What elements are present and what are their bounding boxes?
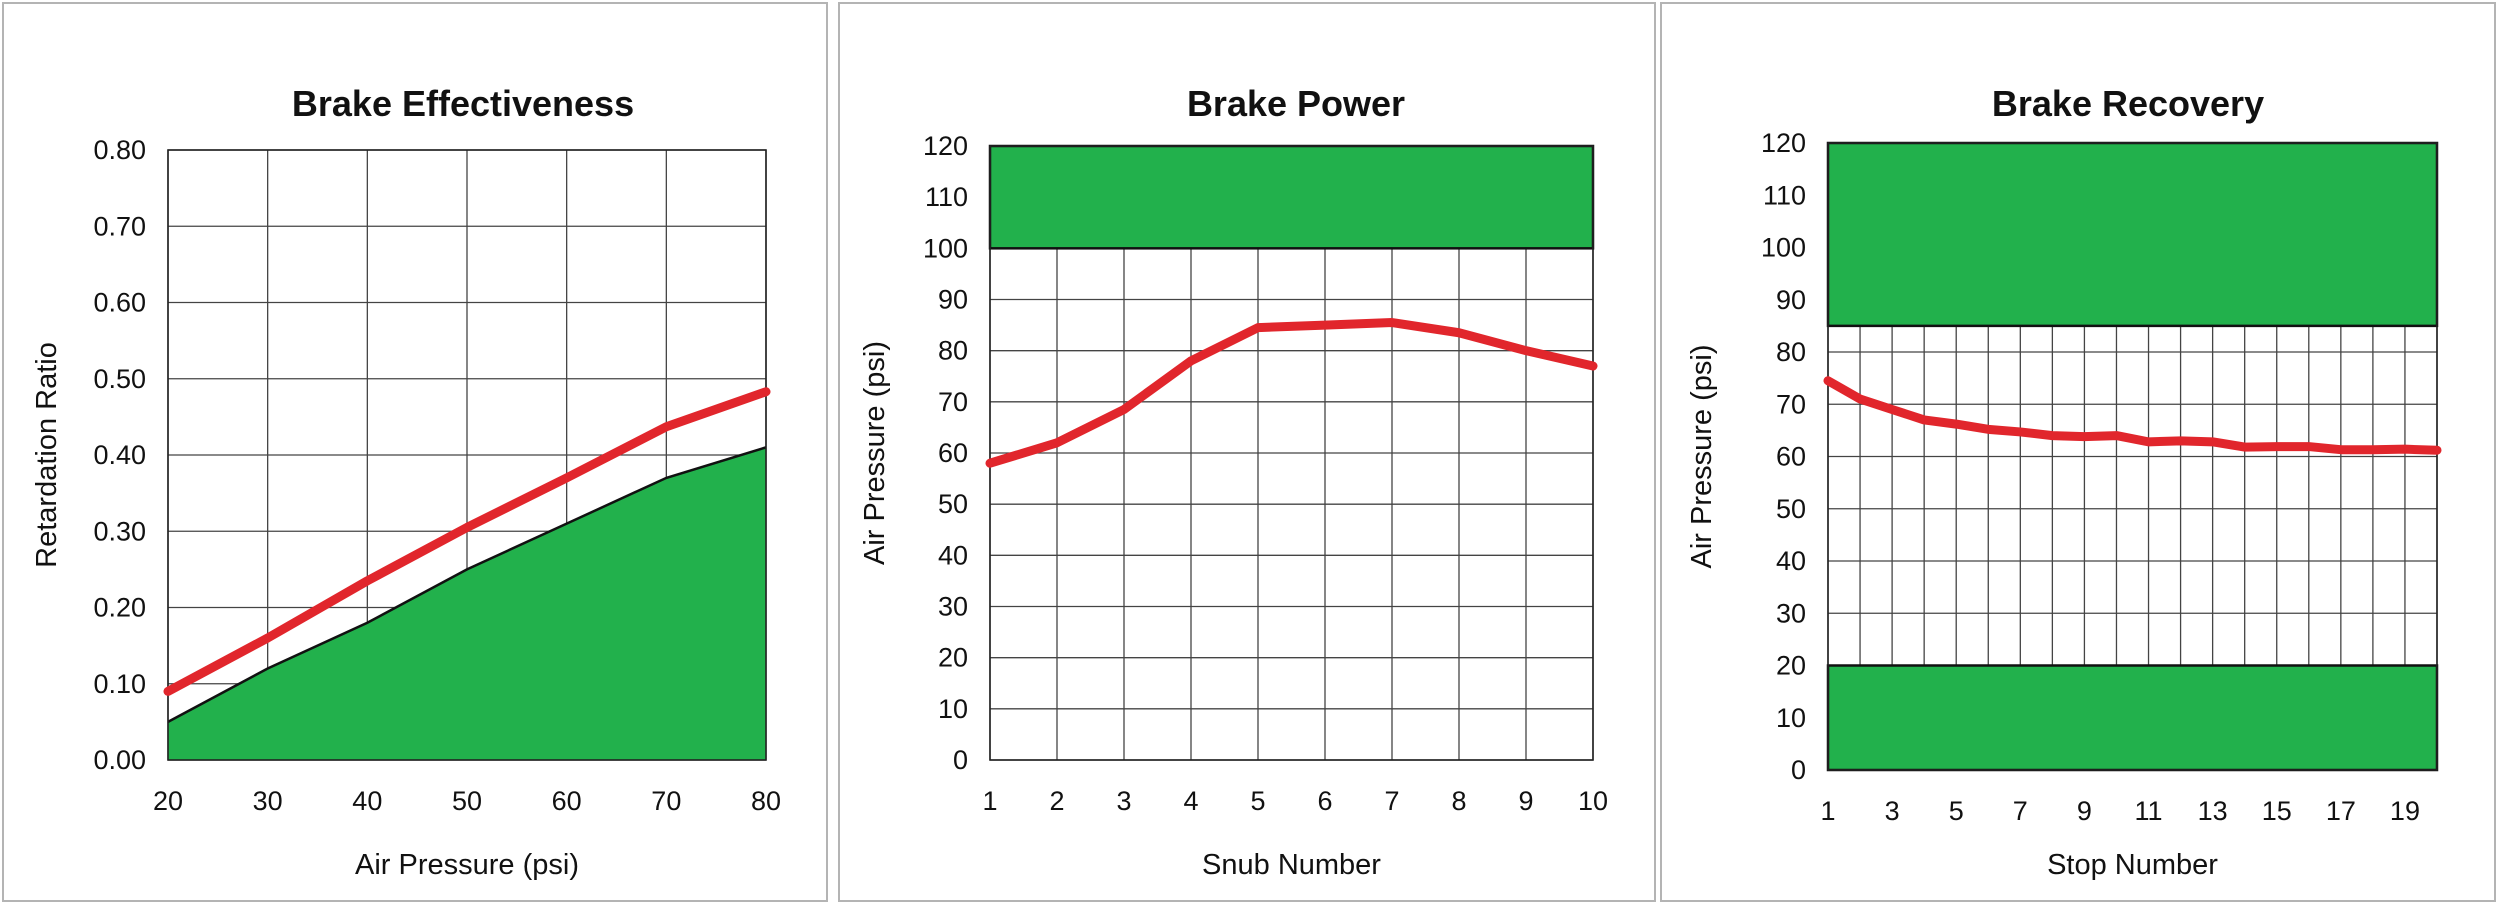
y-tick-label: 30 [938, 592, 968, 622]
y-tick-label: 100 [1761, 233, 1806, 263]
y-axis-label: Retardation Ratio [31, 342, 63, 568]
data-line [985, 318, 1598, 468]
x-tick-label: 5 [1949, 796, 1964, 826]
y-tick-label: 0.40 [93, 440, 146, 470]
y-tick-label: 0.30 [93, 516, 146, 546]
y-tick-label: 0.70 [93, 211, 146, 241]
chart-title: Brake Power [1187, 83, 1405, 124]
y-tick-label: 50 [1776, 494, 1806, 524]
x-tick-label: 40 [352, 786, 382, 816]
plot-frame [1827, 142, 2438, 771]
y-tick-label: 80 [938, 336, 968, 366]
y-tick-label: 20 [938, 643, 968, 673]
x-tick-label: 19 [2390, 796, 2420, 826]
y-tick-label: 90 [1776, 285, 1806, 315]
x-tick-label: 9 [1518, 786, 1533, 816]
brake-power-chart: 0 10 20 30 40 50 60 70 80 90 100 110 120 1 2 3 4 5 6 7 8 9 10 B… [859, 83, 1608, 881]
x-tick-label: 3 [1885, 796, 1900, 826]
x-tick-label: 9 [2077, 796, 2092, 826]
data-line [163, 387, 771, 696]
y-tick-label: 0.10 [93, 669, 146, 699]
y-tick-label: 0.80 [93, 135, 146, 165]
area-series [168, 447, 766, 760]
plot-frame [989, 145, 1594, 761]
y-tick-label: 110 [1763, 180, 1806, 210]
x-tick-label: 8 [1451, 786, 1466, 816]
y-axis-label: Air Pressure (psi) [859, 341, 891, 565]
x-tick-label: 1 [982, 786, 997, 816]
x-tick-label: 1 [1820, 796, 1835, 826]
data-line [1823, 376, 2442, 455]
y-tick-label: 0.20 [93, 593, 146, 623]
x-tick-label: 13 [2198, 796, 2228, 826]
x-tick-label: 6 [1317, 786, 1332, 816]
y-tick-label: 80 [1776, 337, 1806, 367]
acceptance-band [1826, 664, 2439, 772]
y-tick-label: 90 [938, 285, 968, 315]
plot-frame [167, 149, 767, 761]
x-tick-label: 17 [2326, 796, 2356, 826]
y-tick-label: 40 [1776, 546, 1806, 576]
x-tick-label: 60 [552, 786, 582, 816]
x-tick-label: 15 [2262, 796, 2292, 826]
x-axis-label: Air Pressure (psi) [355, 849, 579, 881]
area-series-edge [167, 446, 767, 723]
chart-title: Brake Recovery [1992, 83, 2264, 124]
y-tick-label: 70 [1776, 389, 1806, 419]
y-tick-label: 70 [938, 387, 968, 417]
acceptance-band [988, 144, 1595, 250]
x-axis-label: Snub Number [1202, 849, 1381, 881]
x-axis-label: Stop Number [2047, 849, 2218, 881]
y-tick-label: 0.60 [93, 288, 146, 318]
x-tick-label: 70 [651, 786, 681, 816]
y-tick-label: 20 [1776, 651, 1806, 681]
x-tick-label: 11 [2135, 796, 2163, 826]
y-tick-label: 120 [1761, 128, 1806, 158]
x-tick-label: 7 [2013, 796, 2028, 826]
y-tick-label: 0.50 [93, 364, 146, 394]
y-tick-label: 30 [1776, 598, 1806, 628]
y-tick-label: 40 [938, 540, 968, 570]
y-tick-label: 100 [923, 233, 968, 263]
y-tick-label: 60 [938, 438, 968, 468]
x-tick-label: 20 [153, 786, 183, 816]
x-tick-label: 10 [1578, 786, 1608, 816]
x-tick-label: 5 [1250, 786, 1265, 816]
y-tick-label: 50 [938, 489, 968, 519]
x-tick-label: 4 [1183, 786, 1198, 816]
x-tick-label: 2 [1049, 786, 1064, 816]
x-tick-label: 50 [452, 786, 482, 816]
y-tick-label: 10 [938, 694, 968, 724]
y-tick-label: 60 [1776, 442, 1806, 472]
acceptance-band [1826, 141, 2439, 328]
y-axis-label: Air Pressure (psi) [1686, 345, 1718, 569]
x-tick-label: 7 [1384, 786, 1399, 816]
x-tick-label: 3 [1116, 786, 1131, 816]
y-tick-label: 110 [925, 182, 968, 212]
brake-effectiveness-chart: 0.00 0.10 0.20 0.30 0.40 0.50 0.60 0.70 0.80 20 30… [31, 83, 781, 881]
y-tick-label: 10 [1776, 703, 1806, 733]
x-tick-label: 30 [253, 786, 283, 816]
y-tick-label: 0 [1791, 755, 1806, 785]
y-tick-label: 0.00 [93, 745, 146, 775]
y-tick-label: 0 [953, 745, 968, 775]
x-tick-label: 80 [751, 786, 781, 816]
y-tick-label: 120 [923, 131, 968, 161]
chart-title: Brake Effectiveness [292, 83, 634, 124]
